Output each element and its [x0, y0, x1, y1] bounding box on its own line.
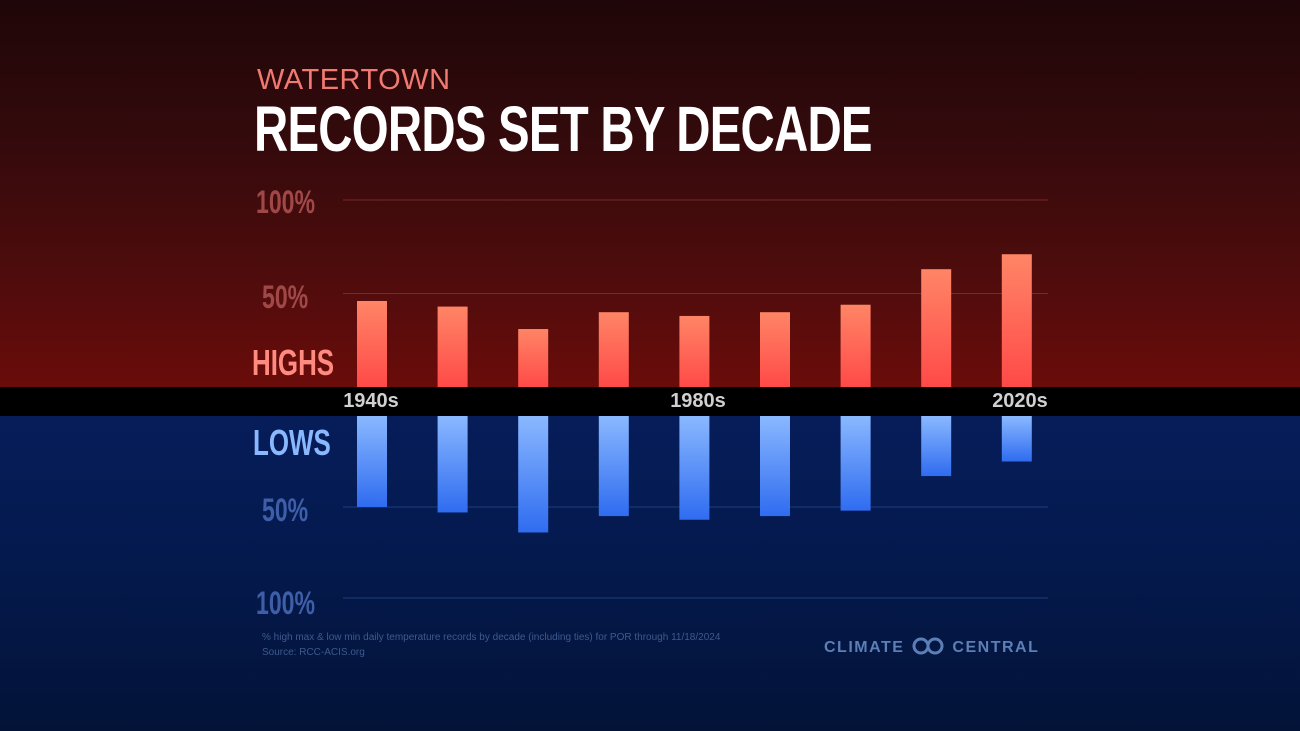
lows-bar-1990s — [760, 416, 790, 517]
footnote: % high max & low min daily temperature r… — [262, 632, 721, 643]
lows-label: LOWS — [253, 422, 331, 463]
lows-bar-2010s — [921, 416, 952, 477]
brand-word-right: CENTRAL — [952, 639, 1040, 656]
highs-bar-1970s — [598, 312, 629, 387]
lows-bar-1950s — [437, 416, 468, 513]
climate-central-logo-icon — [911, 637, 945, 660]
highs-bar-1990s — [760, 312, 790, 387]
lows-tick-100: 100% — [256, 585, 315, 621]
highs-bar-1960s — [518, 329, 549, 387]
highs-bar-1940s — [357, 300, 387, 387]
lows-bar-2020s — [1001, 416, 1032, 462]
decade-tick-label: 2020s — [992, 390, 1048, 412]
brand-word-left: CLIMATE — [824, 639, 905, 656]
lows-bar-1960s — [518, 416, 549, 533]
highs-tick-100: 100% — [256, 184, 315, 220]
highs-label: HIGHS — [252, 342, 335, 383]
chart-title: RECORDS SET BY DECADE — [254, 93, 873, 165]
highs-bar-1980s — [679, 315, 710, 387]
decade-tick-label: 1940s — [343, 390, 399, 412]
highs-tick-50: 50% — [262, 279, 309, 315]
lows-bar-1970s — [598, 416, 629, 517]
lows-bar-2000s — [840, 416, 871, 511]
lows-tick-50: 50% — [262, 492, 309, 528]
source-note: Source: RCC-ACIS.org — [262, 647, 365, 658]
highs-bar-2010s — [921, 269, 952, 387]
highs-bar-1950s — [437, 306, 468, 387]
highs-bar-2020s — [1001, 254, 1032, 387]
highs-bar-2000s — [840, 304, 871, 387]
location-subtitle: WATERTOWN — [257, 64, 451, 96]
lows-bar-1980s — [679, 416, 710, 520]
lows-bar-1940s — [357, 416, 387, 507]
climate-central-logo: CLIMATE CENTRAL — [824, 637, 1040, 660]
highs-background — [0, 0, 1300, 387]
decade-axis-band — [0, 387, 1300, 416]
lows-background — [0, 416, 1300, 731]
decade-tick-label: 1980s — [670, 390, 726, 412]
